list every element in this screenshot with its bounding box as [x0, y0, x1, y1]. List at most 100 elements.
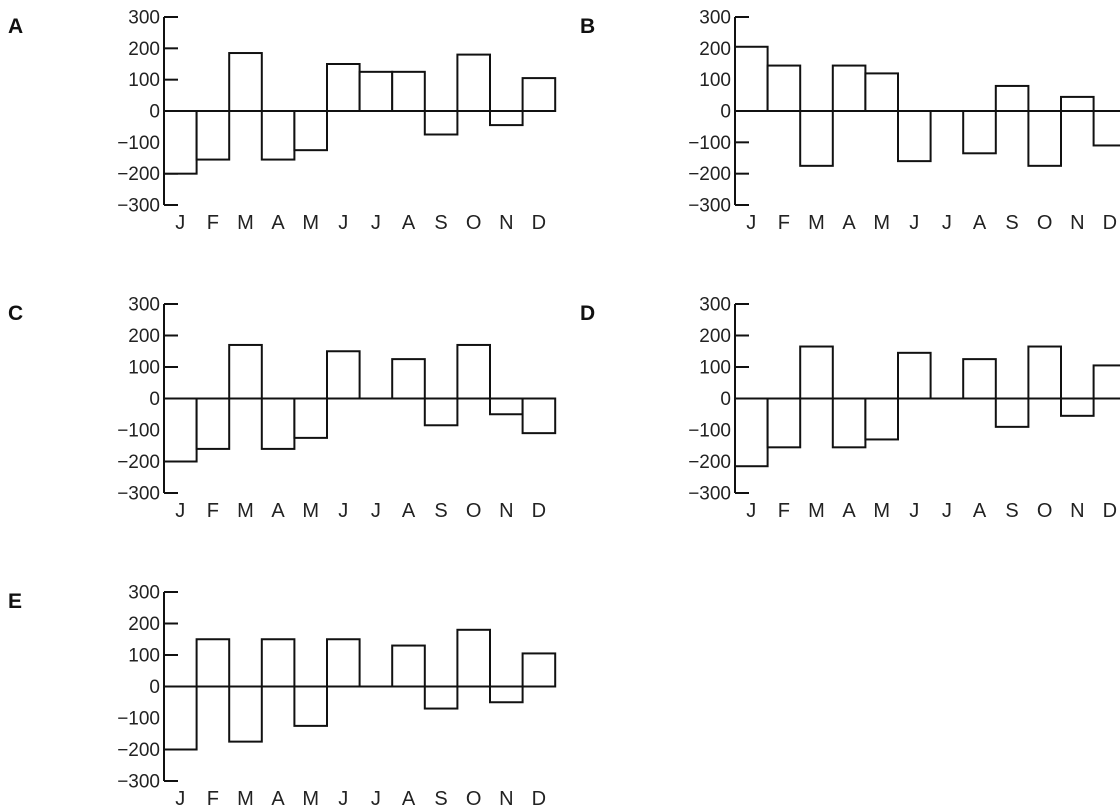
- bar: [228, 52, 263, 112]
- y-tick-label: 0: [149, 102, 160, 123]
- y-tick-label: 200: [699, 326, 731, 347]
- x-tick-label: M: [237, 788, 254, 809]
- x-tick-label: N: [499, 212, 513, 234]
- y-tick-label: 300: [699, 8, 731, 29]
- bar: [260, 110, 296, 161]
- x-tick-label: J: [942, 212, 952, 234]
- x-tick-label: S: [434, 500, 447, 522]
- bar: [1092, 364, 1120, 400]
- x-tick-label: M: [808, 212, 825, 234]
- x-tick-label: N: [499, 500, 513, 522]
- bar: [799, 345, 834, 400]
- y-tick-label: 100: [699, 358, 731, 379]
- x-tick-label: M: [302, 788, 319, 809]
- panel-label: A: [8, 15, 23, 38]
- x-tick-label: A: [402, 500, 416, 522]
- y-tick-label: 200: [699, 39, 731, 60]
- bar: [766, 64, 802, 112]
- x-tick-label: A: [402, 788, 416, 809]
- bar: [766, 397, 802, 449]
- x-tick-label: O: [466, 788, 482, 809]
- bar: [521, 397, 557, 435]
- panel-label: E: [8, 590, 22, 613]
- bar: [962, 358, 997, 400]
- bar: [391, 358, 426, 400]
- x-tick-label: O: [466, 212, 482, 234]
- bar: [326, 63, 361, 112]
- bar: [734, 45, 769, 112]
- bar: [897, 110, 932, 163]
- bar: [864, 397, 900, 441]
- y-tick-label: −100: [688, 133, 731, 154]
- x-tick-label: A: [842, 212, 856, 234]
- y-tick-label: −100: [117, 709, 160, 730]
- bar: [521, 652, 557, 688]
- y-tick-label: −200: [117, 164, 160, 185]
- bar: [456, 628, 491, 688]
- bar: [1027, 345, 1063, 400]
- x-tick-label: A: [973, 212, 987, 234]
- x-tick-label: N: [1070, 212, 1084, 234]
- bar: [293, 110, 328, 152]
- y-tick-label: −300: [117, 196, 160, 217]
- x-tick-label: M: [302, 212, 319, 234]
- y-tick-label: −300: [688, 484, 731, 505]
- y-tick-label: 0: [720, 102, 731, 123]
- x-tick-label: S: [434, 212, 447, 234]
- x-tick-label: D: [1103, 212, 1117, 234]
- bar: [423, 397, 459, 427]
- x-tick-label: M: [237, 212, 254, 234]
- y-tick-label: −200: [688, 164, 731, 185]
- x-tick-label: N: [1070, 500, 1084, 522]
- bar: [799, 110, 834, 167]
- y-tick-label: 100: [699, 70, 731, 91]
- bar: [734, 397, 769, 468]
- bar: [163, 397, 198, 463]
- bar: [163, 685, 198, 751]
- x-tick-label: D: [532, 788, 546, 809]
- x-tick-label: D: [532, 212, 546, 234]
- y-tick-label: 200: [128, 326, 160, 347]
- panel-label: C: [8, 302, 23, 325]
- x-tick-label: J: [338, 500, 348, 522]
- x-tick-label: M: [808, 500, 825, 522]
- x-tick-label: F: [207, 500, 219, 522]
- bar: [831, 64, 867, 112]
- y-tick-label: −300: [117, 484, 160, 505]
- x-tick-label: M: [237, 500, 254, 522]
- x-tick-label: J: [746, 212, 756, 234]
- y-tick-label: 300: [128, 8, 160, 29]
- panel-label: D: [580, 302, 595, 325]
- x-tick-label: A: [271, 500, 285, 522]
- x-tick-label: A: [973, 500, 987, 522]
- y-tick-label: −200: [117, 452, 160, 473]
- x-tick-label: S: [1005, 212, 1018, 234]
- x-tick-label: J: [338, 212, 348, 234]
- y-tick-label: 200: [128, 614, 160, 635]
- x-tick-label: J: [942, 500, 952, 522]
- x-tick-label: J: [909, 212, 919, 234]
- x-tick-label: F: [207, 212, 219, 234]
- x-tick-label: O: [466, 500, 482, 522]
- bar: [994, 84, 1030, 112]
- y-tick-label: 0: [149, 389, 160, 410]
- y-tick-label: 100: [128, 70, 160, 91]
- bar: [195, 638, 231, 688]
- bar: [228, 685, 263, 743]
- x-tick-label: J: [371, 500, 381, 522]
- bar: [423, 110, 459, 136]
- bar: [489, 685, 524, 704]
- x-tick-label: F: [778, 500, 790, 522]
- x-tick-label: S: [1005, 500, 1018, 522]
- x-tick-label: O: [1037, 500, 1053, 522]
- bar: [391, 70, 426, 113]
- x-tick-label: F: [778, 212, 790, 234]
- x-tick-label: F: [207, 788, 219, 809]
- bar: [1027, 110, 1063, 167]
- y-tick-label: 100: [128, 358, 160, 379]
- panel-label: B: [580, 15, 595, 38]
- bar: [326, 350, 361, 400]
- bar: [1092, 110, 1120, 147]
